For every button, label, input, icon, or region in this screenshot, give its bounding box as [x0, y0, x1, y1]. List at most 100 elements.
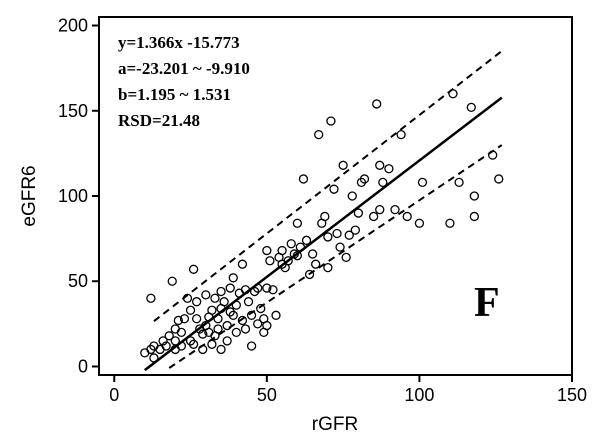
- data-point: [185, 305, 196, 315]
- data-point: [375, 160, 385, 170]
- data-point: [271, 310, 281, 320]
- data-point: [265, 256, 275, 266]
- data-point: [192, 314, 202, 324]
- data-point: [445, 218, 455, 228]
- panel-label: F: [474, 280, 500, 326]
- data-point: [307, 249, 318, 259]
- data-point: [311, 259, 321, 269]
- data-point: [219, 297, 229, 307]
- data-point: [402, 211, 412, 222]
- data-point: [350, 225, 360, 235]
- data-point: [228, 310, 238, 320]
- data-point: [149, 353, 159, 363]
- data-point: [243, 297, 254, 307]
- data-point: [304, 269, 315, 280]
- data-point: [384, 164, 394, 174]
- data-point: [292, 218, 303, 228]
- annotation-equation: y=1.366x -15.773: [118, 33, 240, 52]
- x-tick-label: 0: [109, 385, 119, 405]
- data-point: [237, 315, 248, 326]
- data-point: [375, 204, 385, 215]
- data-point: [347, 191, 357, 201]
- upper-bound-line: [153, 50, 503, 322]
- lower-bound-line: [168, 144, 503, 369]
- data-point: [207, 305, 217, 315]
- data-point: [256, 303, 266, 314]
- y-tick-label: 150: [58, 101, 88, 121]
- y-tick-label: 50: [68, 271, 88, 291]
- data-point: [338, 160, 348, 170]
- data-point: [448, 89, 458, 99]
- x-tick-label: 50: [257, 385, 277, 405]
- data-point: [222, 336, 232, 346]
- data-point: [237, 259, 248, 269]
- data-point: [188, 264, 199, 274]
- data-point: [231, 300, 241, 310]
- y-tick-label: 0: [78, 356, 88, 376]
- data-point: [396, 129, 406, 140]
- data-point: [323, 262, 333, 273]
- data-point: [329, 184, 339, 194]
- data-point: [164, 331, 174, 341]
- data-point: [201, 290, 211, 300]
- data-point: [466, 102, 476, 113]
- data-point: [372, 99, 382, 109]
- data-point: [198, 329, 208, 339]
- data-point: [378, 177, 388, 188]
- data-point: [167, 276, 177, 286]
- data-point: [494, 174, 504, 184]
- data-point: [301, 235, 312, 245]
- data-point: [182, 293, 193, 303]
- data-point: [176, 327, 187, 338]
- y-tick-label: 100: [58, 186, 88, 206]
- data-point: [210, 293, 220, 303]
- data-point: [179, 314, 190, 324]
- data-point: [332, 228, 342, 239]
- data-point: [286, 239, 296, 249]
- data-point: [225, 283, 235, 293]
- data-point: [262, 320, 272, 331]
- data-point: [488, 150, 498, 160]
- data-point: [253, 319, 263, 329]
- data-point: [246, 341, 257, 351]
- data-point: [283, 256, 293, 266]
- data-point: [240, 324, 251, 334]
- data-point: [314, 129, 324, 140]
- data-point: [344, 230, 354, 240]
- data-point: [173, 315, 183, 326]
- data-point: [198, 344, 208, 355]
- y-axis-title: eGFR6: [19, 165, 40, 226]
- data-point: [454, 177, 464, 188]
- data-point: [240, 285, 251, 295]
- data-point: [188, 339, 199, 349]
- annotation-slope-ci: b=1.195 ~ 1.531: [118, 85, 231, 104]
- data-point: [262, 283, 272, 293]
- y-tick-label: 200: [58, 16, 88, 36]
- data-point: [192, 297, 202, 307]
- regression-line: [144, 96, 503, 372]
- data-point: [368, 211, 379, 222]
- data-point: [341, 252, 351, 263]
- data-point: [253, 283, 263, 293]
- annotation-intercept-ci: a=-23.201 ~ -9.910: [118, 59, 250, 78]
- data-point: [268, 285, 278, 295]
- data-point: [353, 208, 364, 218]
- data-point: [390, 204, 400, 215]
- data-point: [158, 336, 168, 346]
- x-axis-title: rGFR: [312, 414, 358, 435]
- data-point: [417, 177, 428, 188]
- data-point: [414, 218, 425, 228]
- data-point: [213, 314, 223, 324]
- data-point: [469, 191, 479, 201]
- data-point: [298, 174, 309, 184]
- x-tick-label: 150: [557, 385, 587, 405]
- data-point: [323, 232, 333, 242]
- data-point: [359, 174, 370, 184]
- data-point: [213, 324, 223, 334]
- annotation-rsd: RSD=21.48: [118, 111, 200, 130]
- data-point: [222, 320, 232, 331]
- data-point: [176, 341, 187, 351]
- data-point: [320, 211, 330, 222]
- data-point: [207, 339, 217, 349]
